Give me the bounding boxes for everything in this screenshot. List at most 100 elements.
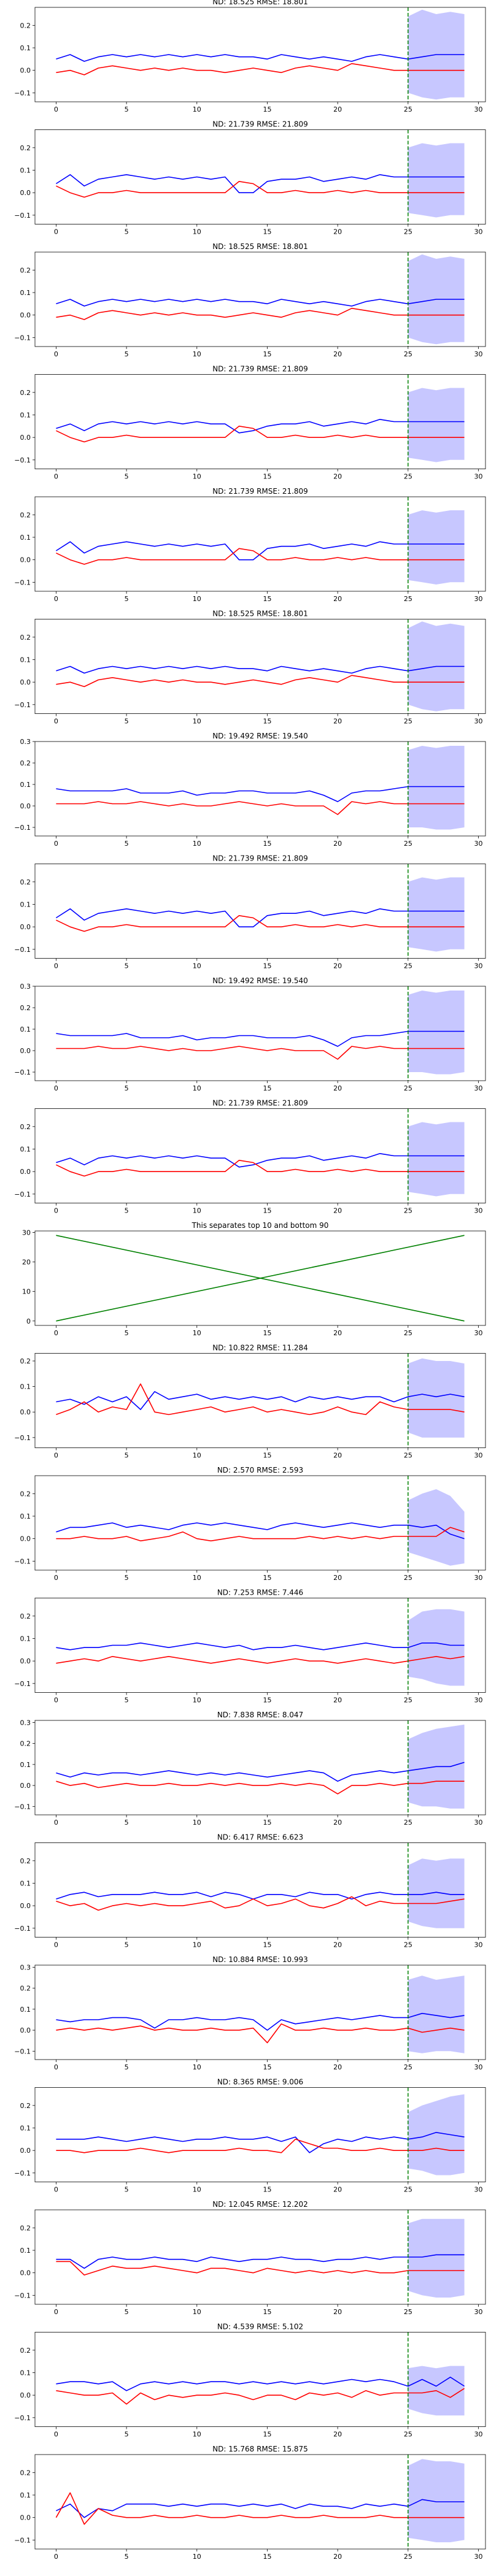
chart-title: ND: 19.492 RMSE: 19.540: [212, 732, 308, 740]
chart-title: ND: 7.253 RMSE: 7.446: [217, 1589, 303, 1597]
x-tick-label: 20: [333, 2063, 342, 2071]
series-line: [56, 1643, 465, 1650]
x-tick-label: 10: [193, 840, 201, 848]
x-tick-label: 10: [193, 105, 201, 113]
x-tick-label: 15: [263, 1207, 271, 1215]
plot-area: [56, 1235, 465, 1322]
y-tick-label: 0.1: [20, 901, 31, 909]
y-tick-label: 0: [26, 1317, 31, 1325]
chart-panel: ND: 4.539 RMSE: 5.102 0 5 10 15 20 25 30 −0.1 0.0…: [14, 2323, 486, 2439]
x-tick-label: 0: [54, 1452, 58, 1460]
series-line: [56, 307, 465, 320]
x-tick-label: 20: [333, 2553, 342, 2561]
forecast-interval-band: [408, 877, 465, 952]
x-tick-label: 30: [474, 1819, 483, 1827]
series-line: [56, 1896, 465, 1911]
y-tick-label: 0.2: [20, 1490, 31, 1498]
x-tick-label: 20: [333, 105, 342, 113]
chart-panel: This separates top 10 and bottom 90 0 5 10 1…: [22, 1221, 486, 1337]
x-tick-label: 15: [263, 350, 271, 358]
series-line: [56, 1030, 465, 1047]
x-tick-label: 10: [193, 1696, 201, 1704]
y-tick-label: 0.1: [20, 534, 31, 542]
x-tick-label: 20: [333, 2308, 342, 2316]
series-line: [56, 2388, 465, 2405]
x-tick-label: 20: [333, 1207, 342, 1215]
chart-title: ND: 15.768 RMSE: 15.875: [212, 2445, 308, 2453]
series-line: [56, 801, 465, 815]
forecast-interval-band: [408, 2094, 465, 2175]
axes-frame: [34, 1230, 486, 1326]
forecast-interval-band: [408, 746, 465, 830]
axes-frame: [34, 251, 486, 347]
x-tick-label: 5: [125, 1207, 129, 1215]
x-tick-label: 15: [263, 595, 271, 603]
x-tick-label: 10: [193, 1084, 201, 1092]
y-tick-label: 0.2: [20, 389, 31, 397]
series-line: [56, 1892, 465, 1899]
plot-area: [56, 2087, 465, 2182]
x-tick-label: 5: [125, 1819, 129, 1827]
plot-area: [56, 7, 465, 102]
y-tick-label: 0.1: [20, 2006, 31, 2014]
forecast-interval-band: [408, 1489, 465, 1566]
x-tick-label: 20: [333, 1452, 342, 1460]
axes-frame: [34, 2454, 486, 2550]
x-tick-label: 25: [404, 1819, 412, 1827]
x-tick-label: 10: [193, 1329, 201, 1337]
y-tick-label: 0.0: [20, 556, 31, 564]
x-tick-label: 30: [474, 1452, 483, 1460]
x-tick-label: 10: [193, 1819, 201, 1827]
x-tick-label: 0: [54, 350, 58, 358]
chart-title: ND: 2.570 RMSE: 2.593: [217, 1466, 303, 1474]
x-tick-label: 5: [125, 1696, 129, 1704]
chart-panel: ND: 18.525 RMSE: 18.801 0 5 10 15 20 25 30 −0.1 0…: [14, 242, 486, 358]
chart-panel: ND: 2.570 RMSE: 2.593 0 5 10 15 20 25 30 −0.1 0.0…: [14, 1466, 486, 1582]
series-line: [56, 63, 465, 75]
y-tick-label: −0.1: [14, 1557, 31, 1565]
chart-title: ND: 18.525 RMSE: 18.801: [212, 0, 308, 6]
y-tick-label: 0.1: [20, 2125, 31, 2133]
x-tick-label: 15: [263, 1452, 271, 1460]
plot-area: [56, 1965, 465, 2060]
x-tick-label: 15: [263, 2431, 271, 2439]
x-tick-label: 0: [54, 840, 58, 848]
x-tick-label: 15: [263, 1084, 271, 1092]
series-line: [56, 1527, 465, 1542]
x-tick-label: 10: [193, 595, 201, 603]
x-tick-label: 30: [474, 962, 483, 970]
x-tick-label: 5: [125, 2431, 129, 2439]
plot-area: [56, 374, 465, 469]
chart-title: ND: 10.822 RMSE: 11.284: [212, 1344, 308, 1352]
plot-area: [56, 1842, 465, 1938]
axes-frame: [34, 374, 486, 469]
y-tick-label: 0.0: [20, 189, 31, 197]
x-tick-label: 30: [474, 1696, 483, 1704]
y-tick-label: 0.0: [20, 67, 31, 75]
chart-panel: ND: 18.525 RMSE: 18.801 0 5 10 15 20 25 30 −0.1 0…: [14, 610, 486, 726]
y-tick-label: 0.0: [20, 2026, 31, 2034]
y-tick-label: 30: [22, 1229, 31, 1236]
forecast-interval-band: [408, 1358, 465, 1438]
x-tick-label: 15: [263, 473, 271, 481]
x-tick-label: 25: [404, 2431, 412, 2439]
y-tick-label: 0.2: [20, 759, 31, 767]
axes-frame: [34, 7, 486, 102]
x-tick-label: 0: [54, 1329, 58, 1337]
y-tick-label: 0.0: [20, 1168, 31, 1176]
x-tick-label: 0: [54, 473, 58, 481]
x-tick-label: 20: [333, 1696, 342, 1704]
y-tick-label: −0.1: [14, 2169, 31, 2177]
y-tick-label: −0.1: [14, 701, 31, 709]
x-tick-label: 30: [474, 228, 483, 236]
x-tick-label: 0: [54, 595, 58, 603]
y-tick-label: 0.2: [20, 1985, 31, 1993]
x-tick-label: 20: [333, 228, 342, 236]
series-line: [56, 2012, 465, 2031]
x-tick-label: 20: [333, 962, 342, 970]
y-tick-label: 0.1: [20, 412, 31, 420]
x-tick-label: 10: [193, 2063, 201, 2071]
x-tick-label: 30: [474, 595, 483, 603]
chart-title: ND: 21.739 RMSE: 21.809: [212, 120, 308, 129]
x-tick-label: 10: [193, 1574, 201, 1582]
